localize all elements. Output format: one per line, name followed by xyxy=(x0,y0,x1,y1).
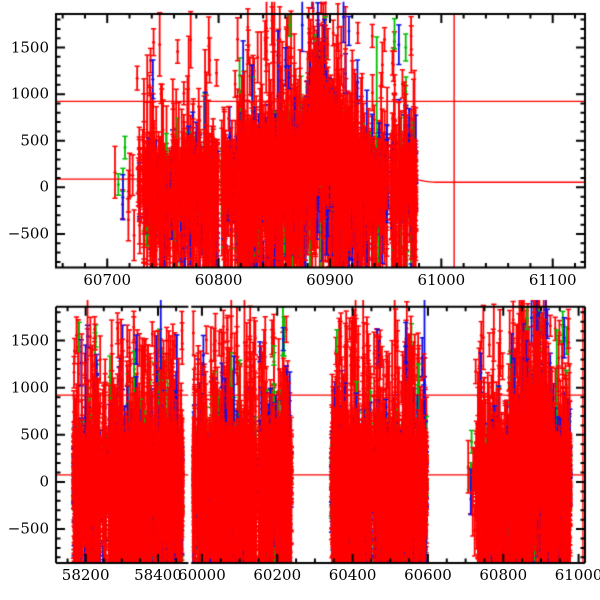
x-tick-label-top-60800: 60800 xyxy=(194,271,243,290)
x-tick-label-bottom-left-58200: 58200 xyxy=(61,566,110,585)
x-tick-label-bottom-right-60600: 60600 xyxy=(404,566,452,585)
x-tick-label-bottom-left-58400: 58400 xyxy=(134,566,182,585)
y-tick-label-top-1500: 1500 xyxy=(10,38,49,57)
y-tick-label-bottom-left--500: −500 xyxy=(7,519,49,538)
x-tick-label-top-61000: 61000 xyxy=(417,271,466,290)
y-tick-label-top-0: 0 xyxy=(39,177,49,196)
x-tick-label-bottom-right-60800: 60800 xyxy=(479,566,528,585)
x-tick-label-bottom-right-61000: 61000 xyxy=(554,566,600,585)
x-tick-label-bottom-right-60000: 60000 xyxy=(178,566,226,585)
x-tick-label-top-61100: 61100 xyxy=(528,271,577,290)
y-tick-label-bottom-left-1000: 1000 xyxy=(10,378,49,397)
y-tick-label-bottom-left-500: 500 xyxy=(20,425,49,444)
y-tick-label-top-500: 500 xyxy=(20,131,49,150)
x-tick-label-bottom-right-60200: 60200 xyxy=(253,566,302,585)
y-tick-label-top-1000: 1000 xyxy=(10,84,49,103)
y-tick-label-bottom-left-0: 0 xyxy=(39,472,49,491)
y-tick-label-top--500: −500 xyxy=(7,224,49,243)
x-tick-label-bottom-right-60400: 60400 xyxy=(328,566,377,585)
y-tick-label-bottom-left-1500: 1500 xyxy=(10,331,49,350)
x-tick-label-top-60900: 60900 xyxy=(306,271,354,290)
x-tick-label-top-60700: 60700 xyxy=(83,271,132,290)
